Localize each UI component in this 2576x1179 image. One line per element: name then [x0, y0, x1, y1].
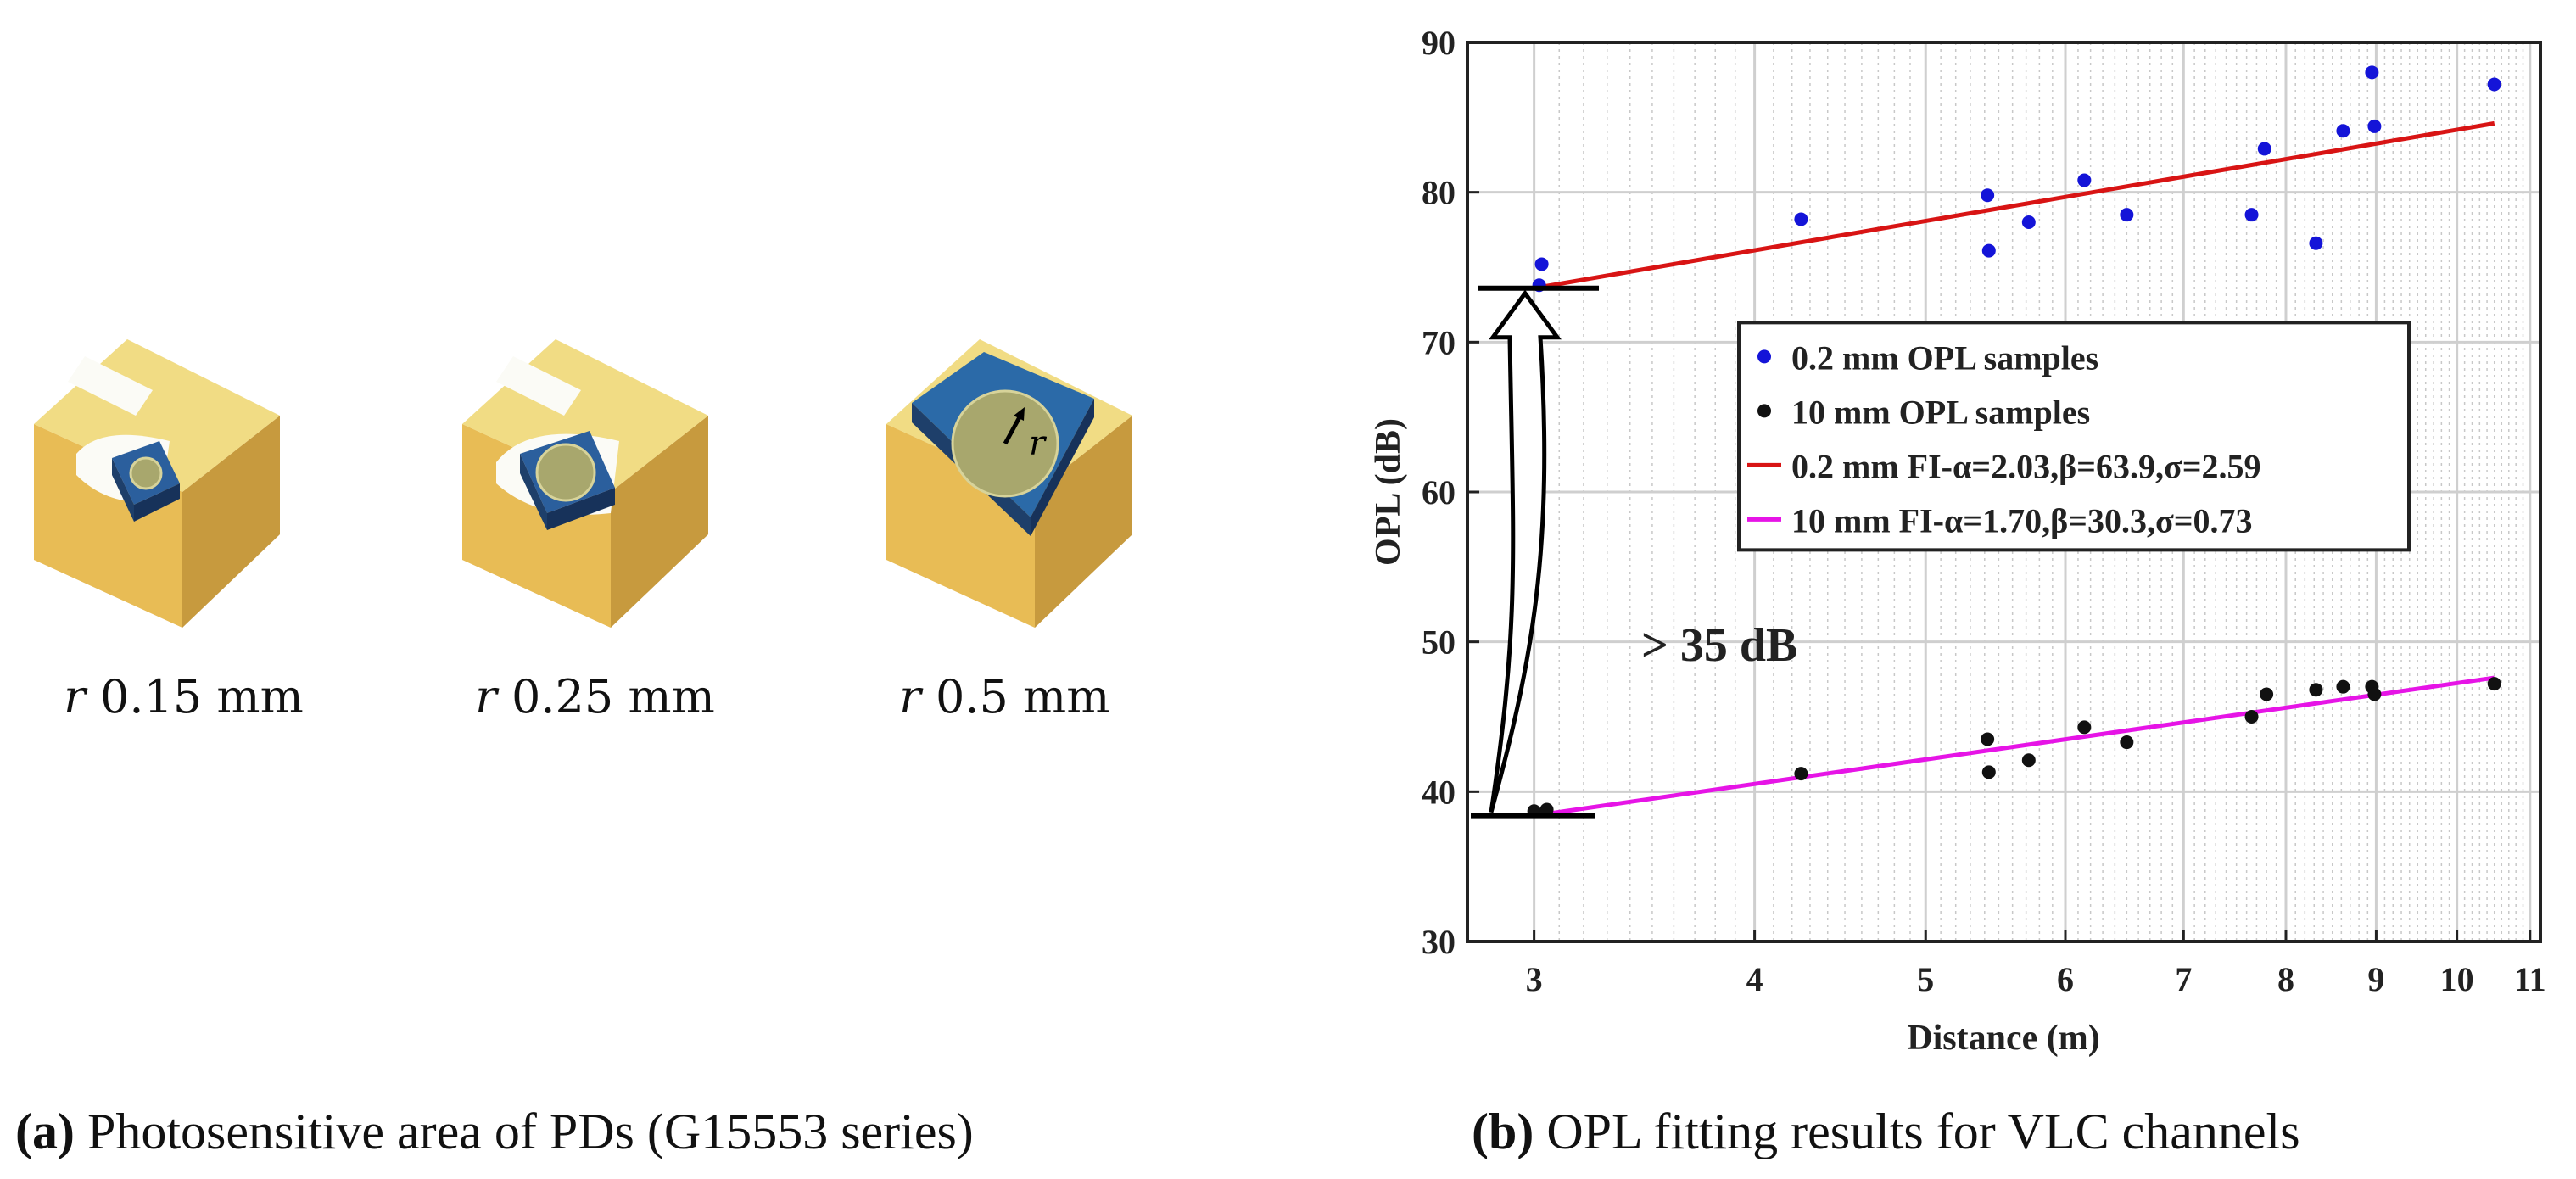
data-point: [1981, 188, 1995, 203]
data-point: [1534, 257, 1549, 271]
data-point: [1981, 732, 1995, 746]
y-tick-label: 30: [1422, 923, 1456, 961]
legend-marker: [1757, 349, 1771, 364]
x-tick-label: 11: [2514, 960, 2546, 998]
data-point: [1794, 767, 1808, 781]
data-point: [2336, 124, 2350, 138]
data-point: [2244, 710, 2259, 724]
data-point: [2077, 720, 2092, 735]
x-axis-label: Distance (m): [1907, 1019, 2099, 1058]
legend-label: 10 mm FI-α=1.70,β=30.3,σ=0.73: [1791, 501, 2253, 539]
data-point: [1539, 802, 1554, 817]
data-point: [2260, 687, 2274, 701]
data-point: [2367, 687, 2382, 701]
legend-label: 10 mm OPL samples: [1791, 393, 2090, 431]
x-tick-label: 8: [2277, 960, 2294, 998]
x-tick-label: 5: [1917, 960, 1934, 998]
pd-photo-large: r: [886, 339, 1132, 628]
data-point: [1981, 765, 1996, 779]
data-point: [2309, 683, 2323, 697]
opl-chart: 3 4 5 6 7 8 9 10 11 30 40 50 60 70 80 90 > 35 dB 0.2 mm…: [1369, 24, 2546, 1058]
data-point: [2120, 208, 2134, 222]
fit-line-2: [1534, 120, 2495, 291]
data-point: [2365, 65, 2379, 80]
pd-label-3: r 0.5 mm: [899, 670, 1110, 724]
gap-arrow: [1489, 289, 1562, 813]
gap-annotation: > 35 dB: [1641, 619, 1797, 672]
x-tick-label: 10: [2440, 960, 2474, 998]
y-tick-label: 80: [1422, 174, 1456, 212]
legend-box: [1737, 321, 2411, 552]
x-tick-label: 3: [1526, 960, 1543, 998]
data-point: [2021, 753, 2036, 768]
data-point: [2244, 208, 2259, 222]
y-tick-label: 40: [1422, 773, 1456, 811]
panel-a: r r 0.15 mm r 0.25 mm r 0.5 mm (a) Photo…: [15, 339, 1132, 1159]
y-tick-label: 90: [1422, 24, 1456, 62]
legend-label: 0.2 mm FI-α=2.03,β=63.9,σ=2.59: [1791, 447, 2261, 485]
pd-label-1: r 0.15 mm: [64, 670, 304, 724]
panel-b: 3 4 5 6 7 8 9 10 11 30 40 50 60 70 80 90 > 35 dB 0.2 mm…: [1323, 0, 2576, 1179]
y-tick-label: 50: [1422, 623, 1456, 662]
legend-marker: [1757, 404, 1771, 418]
data-point: [1981, 243, 1996, 258]
fit-line-3: [1534, 675, 2495, 819]
x-tick-label: 9: [2367, 960, 2384, 998]
y-tick-label: 70: [1422, 323, 1456, 361]
data-point: [2309, 236, 2323, 250]
data-point: [2487, 677, 2501, 691]
data-point: [2257, 142, 2271, 156]
data-point: [2021, 215, 2036, 229]
x-tick-label: 4: [1746, 960, 1763, 998]
radius-marker: r: [1029, 424, 1048, 463]
legend-label: 0.2 mm OPL samples: [1791, 338, 2098, 377]
data-point: [1794, 212, 1808, 226]
data-point: [2487, 77, 2501, 92]
caption-b: (b) OPL fitting results for VLC channels: [1472, 1104, 2300, 1159]
pd-photo-medium: [462, 339, 708, 628]
data-point: [2120, 735, 2134, 750]
data-point: [2077, 173, 2092, 187]
y-axis-label: OPL (dB): [1369, 418, 1408, 566]
x-tick-label: 6: [2057, 960, 2074, 998]
x-tick-label: 7: [2175, 960, 2192, 998]
y-tick-label: 60: [1422, 473, 1456, 511]
data-point: [2336, 679, 2350, 694]
pd-photo-small: [34, 339, 280, 628]
pd-label-2: r 0.25 mm: [475, 670, 715, 724]
data-point: [2367, 119, 2382, 133]
caption-a: (a) Photosensitive area of PDs (G15553 s…: [15, 1104, 974, 1159]
